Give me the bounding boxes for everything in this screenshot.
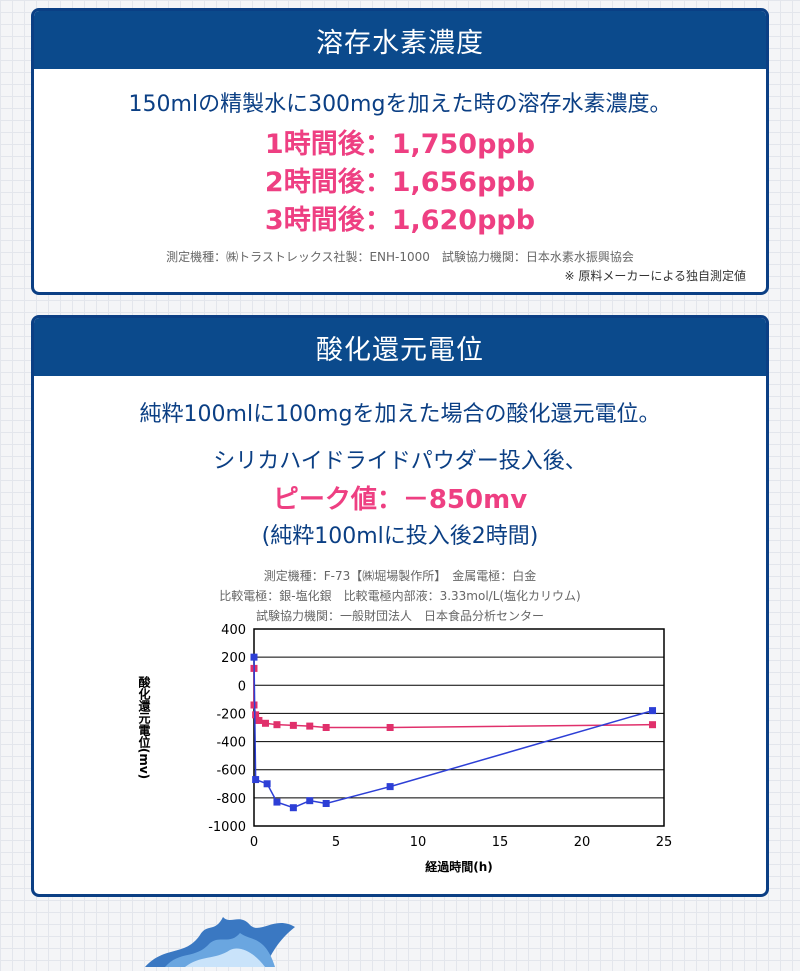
series-point-1 <box>261 719 269 727</box>
series-point-2 <box>252 776 260 784</box>
series-point-2 <box>289 804 297 812</box>
x-tick-label: 10 <box>410 835 427 850</box>
series-point-2 <box>263 780 271 788</box>
series-line-2 <box>253 657 653 809</box>
series-point-2 <box>322 799 330 807</box>
x-tick-label: 15 <box>492 835 509 850</box>
peak-context: (純粋100mlに投入後2時間) <box>261 524 539 549</box>
plot-frame <box>253 628 665 827</box>
orp-card: 酸化還元電位 純粋100mlに100mgを加えた場合の酸化還元電位。 シリカハイ… <box>31 315 769 897</box>
series-point-1 <box>273 721 281 729</box>
series-point-2 <box>649 707 657 715</box>
result-3h: 3時間後：1,620ppb <box>264 205 536 236</box>
series-point-1 <box>306 722 314 730</box>
series-point-1 <box>255 716 263 724</box>
x-axis-label: 経過時間(h) <box>425 859 493 874</box>
y-tick-label: -600 <box>216 764 246 779</box>
result-1h: 1時間後：1,750ppb <box>264 129 536 160</box>
measurement-note-3: 試験協力機関：一般財団法人 日本食品分析センター <box>255 609 544 623</box>
hydrogen-concentration-card: 溶存水素濃度 150mlの精製水に300mgを加えた時の溶存水素濃度。 1時間後… <box>31 8 769 295</box>
y-tick-label: -800 <box>216 792 246 807</box>
card-title: 溶存水素濃度 <box>34 11 766 69</box>
x-tick-label: 20 <box>574 835 591 850</box>
manufacturer-note: ※ 原料メーカーによる独自測定値 <box>564 269 746 283</box>
card-sub: シリカハイドライドパウダー投入後、 <box>213 449 587 474</box>
card-lead: 純粋100mlに100mgを加えた場合の酸化還元電位。 <box>139 402 661 427</box>
y-axis-label: 酸化還元電位(mv) <box>137 674 151 779</box>
y-tick-label: 200 <box>221 651 246 666</box>
y-tick-label: -1000 <box>208 820 246 835</box>
series-point-1 <box>252 711 260 719</box>
series-point-2 <box>306 797 314 805</box>
peak-value: ピーク値：－850mv <box>272 485 528 515</box>
series-point-1 <box>649 721 657 729</box>
y-tick-label: 0 <box>238 679 246 694</box>
water-splash-image <box>145 905 305 971</box>
result-2h: 2時間後：1,656ppb <box>264 167 536 198</box>
x-tick-label: 5 <box>332 835 340 850</box>
orp-line-chart: 400 200 0 -200 -400 -600 -800 -1000 0 5 10 15 20 25 経過… <box>137 623 673 874</box>
measurement-note: 測定機種：㈱トラストレックス社製：ENH-1000 試験協力機関：日本水素水振興… <box>166 250 634 264</box>
y-tick-label: 400 <box>221 623 246 638</box>
series-point-1 <box>322 724 330 731</box>
x-tick-label: 0 <box>250 835 258 850</box>
series-point-2 <box>250 653 258 661</box>
measurement-note-2: 比較電極：銀-塩化銀 比較電極内部液：3.33mol/L(塩化カリウム) <box>219 589 581 603</box>
series-point-1 <box>289 721 297 729</box>
series-point-1 <box>386 724 394 731</box>
y-tick-label: -200 <box>216 707 246 722</box>
series-line-1 <box>253 668 653 729</box>
x-tick-label: 25 <box>656 835 673 850</box>
series-point-2 <box>273 798 281 806</box>
card-title: 酸化還元電位 <box>34 318 766 376</box>
card-lead: 150mlの精製水に300mgを加えた時の溶存水素濃度。 <box>128 92 672 117</box>
y-tick-label: -400 <box>216 736 246 751</box>
series-point-2 <box>386 783 394 791</box>
measurement-note-1: 測定機種：F-73【㈱堀場製作所】 金属電極：白金 <box>263 569 537 583</box>
